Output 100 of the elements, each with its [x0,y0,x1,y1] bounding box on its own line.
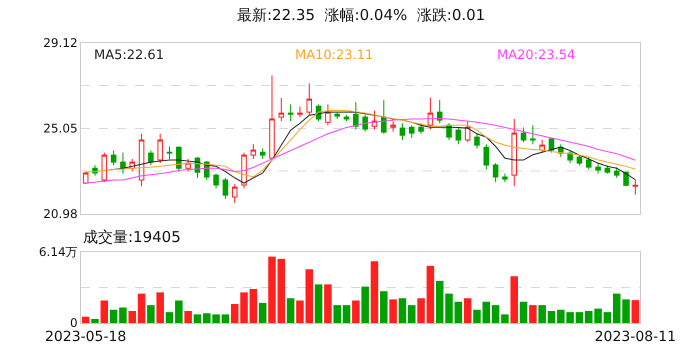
candlestick [185,158,191,172]
y-tick-label: 25.05 [43,122,78,136]
bar [398,298,406,323]
candlestick [362,114,368,132]
candlestick [586,156,592,170]
bar [184,310,192,323]
bar [520,302,528,323]
candlestick [241,152,247,189]
candlestick [456,126,462,145]
candlestick [269,74,275,162]
candlestick [492,162,498,183]
bar [380,291,388,323]
candlestick [530,124,536,145]
candlestick [260,148,266,160]
bar [389,299,397,323]
x-tick-label: 2023-08-11 [594,328,676,345]
bar [473,310,481,323]
bar [510,276,518,323]
candlestick [436,100,442,124]
bar [632,300,640,323]
candlestick [250,144,256,160]
candlestick [278,98,284,122]
bar [482,302,490,323]
candlestick [502,173,508,183]
bar [342,305,350,323]
candlestick [623,171,629,187]
candlestick [110,150,116,166]
bar [352,300,360,323]
bar [91,319,99,323]
candlestick [428,98,434,130]
candlestick [129,158,136,172]
bar [194,314,202,323]
candlestick [148,150,154,166]
chart-title: 最新:22.35 涨幅:0.04% 涨跌:0.01 [237,6,486,24]
bar [100,300,108,323]
candlestick [213,173,219,189]
bar [156,292,164,323]
candlestick [604,164,610,174]
candlestick [120,152,126,174]
bar [128,310,136,323]
candlestick [297,106,303,118]
bar [324,284,332,323]
candlestick [157,133,163,164]
y-tick-label: 0 [70,316,78,330]
x-tick-label: 2023-05-18 [44,328,126,345]
candlestick [595,162,601,174]
bar [296,300,304,323]
candlestick [288,104,294,122]
candlestick [520,126,526,143]
bar [622,299,630,323]
candlestick [381,100,387,134]
bar [408,305,416,323]
candlestick [353,102,359,130]
candlestick [408,124,415,138]
candlestick [548,137,554,154]
candlestick [372,110,378,130]
candlestick [138,133,144,187]
candlestick [325,104,331,126]
bar [612,294,620,323]
text: MA20:23.54 [497,48,576,63]
candlestick [334,112,340,120]
text: MA5:22.61 [94,48,164,63]
bar [138,294,146,323]
bar [333,305,341,323]
candlestick [306,82,312,116]
candlestick [418,122,424,134]
bar [258,302,266,323]
candlestick [511,118,518,187]
bar [306,269,314,323]
candlestick [222,177,228,200]
candlestick [576,154,582,166]
candlestick [632,179,638,196]
y-tick-label: 29.12 [43,36,78,50]
y-tick-label: 20.98 [43,207,78,222]
candlestick [166,146,172,160]
chart-title: 成交量:19405 [83,228,181,246]
bar [286,298,294,323]
candlestick [614,166,620,178]
bar [464,298,472,323]
candlestick [232,184,238,204]
bar [585,310,593,323]
candlestick [400,122,406,141]
bar [361,286,369,323]
y-tick-label: 6.14万 [38,245,78,260]
candlestick [102,152,108,183]
bar [529,305,537,323]
bar [230,304,238,323]
bar [436,280,444,323]
candlestick [483,144,490,170]
bar [147,305,155,323]
candlestick [539,140,545,154]
bar [82,316,90,323]
candlestick [464,120,470,143]
text: MA10:23.11 [295,48,374,63]
candlestick [474,133,480,149]
candlestick [390,120,396,132]
bar [370,261,378,323]
candlestick [82,171,88,185]
bar [314,284,322,323]
candlestick [344,114,350,122]
